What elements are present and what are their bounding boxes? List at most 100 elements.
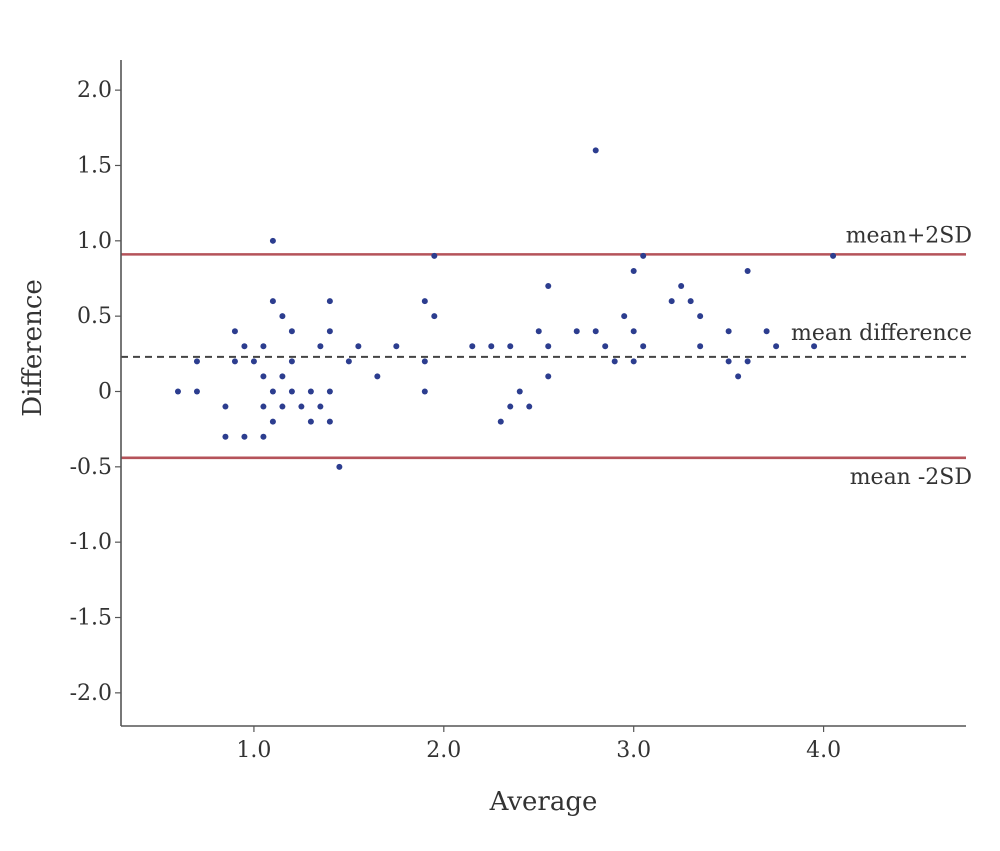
data-point (697, 343, 704, 350)
data-point (678, 283, 685, 290)
data-point (326, 328, 333, 335)
data-point (222, 403, 229, 410)
data-point (725, 328, 732, 335)
y-tick-label: -2.0 (70, 681, 112, 706)
data-point (621, 313, 628, 320)
data-point (241, 433, 248, 440)
data-point (269, 237, 276, 244)
data-point (374, 373, 381, 380)
data-point (193, 388, 200, 395)
data-point (288, 358, 295, 365)
data-point (326, 388, 333, 395)
data-point (345, 358, 352, 365)
data-point (640, 343, 647, 350)
data-point (269, 298, 276, 305)
data-point (545, 283, 552, 290)
x-tick-label: 2.0 (426, 738, 461, 763)
y-tick-label: -1.5 (70, 606, 112, 631)
data-point (431, 252, 438, 259)
data-point (744, 358, 751, 365)
data-point (573, 328, 580, 335)
axis-ticks (115, 89, 825, 732)
data-point (725, 358, 732, 365)
data-point (269, 388, 276, 395)
label-mean-difference: mean difference (791, 321, 972, 346)
y-tick-label: 2.0 (77, 78, 112, 103)
data-point (507, 403, 514, 410)
x-axis-title: Average (489, 787, 598, 817)
data-point (497, 418, 504, 425)
data-point (763, 328, 770, 335)
data-point (298, 403, 305, 410)
data-points (174, 147, 837, 470)
data-point (592, 328, 599, 335)
data-point (231, 328, 238, 335)
data-point (222, 433, 229, 440)
data-point (469, 343, 476, 350)
data-point (735, 373, 742, 380)
y-axis-title: Difference (18, 279, 48, 417)
reference-line-labels: mean+2SD mean difference mean -2SD (791, 223, 972, 489)
y-tick-label: -1.0 (70, 530, 112, 555)
data-point (602, 343, 609, 350)
data-point (250, 358, 257, 365)
y-tick-label: 0.5 (77, 304, 112, 329)
data-point (611, 358, 618, 365)
label-mean-2sd: mean+2SD (846, 223, 972, 248)
data-point (545, 373, 552, 380)
x-tick-label: 3.0 (616, 738, 651, 763)
data-point (193, 358, 200, 365)
data-point (288, 388, 295, 395)
data-point (773, 343, 780, 350)
data-point (260, 343, 267, 350)
data-point (241, 343, 248, 350)
data-point (535, 328, 542, 335)
data-point (488, 343, 495, 350)
data-point (336, 463, 343, 470)
data-point (830, 252, 837, 259)
data-point (516, 388, 523, 395)
data-point (687, 298, 694, 305)
data-point (326, 298, 333, 305)
data-point (269, 418, 276, 425)
data-point (307, 388, 314, 395)
x-tick-label: 4.0 (806, 738, 841, 763)
data-point (421, 388, 428, 395)
data-point (421, 358, 428, 365)
data-point (260, 433, 267, 440)
label-mean-2sd: mean -2SD (850, 465, 972, 490)
data-point (326, 418, 333, 425)
data-point (307, 418, 314, 425)
data-point (288, 328, 295, 335)
data-point (317, 343, 324, 350)
data-point (668, 298, 675, 305)
data-point (811, 343, 818, 350)
y-tick-label: 0 (98, 379, 112, 404)
data-point (279, 403, 286, 410)
data-point (260, 403, 267, 410)
y-tick-label: 1.0 (77, 229, 112, 254)
data-point (231, 358, 238, 365)
data-point (355, 343, 362, 350)
data-point (507, 343, 514, 350)
data-point (592, 147, 599, 154)
data-point (393, 343, 400, 350)
y-tick-label: 1.5 (77, 153, 112, 178)
data-point (526, 403, 533, 410)
data-point (431, 313, 438, 320)
data-point (630, 267, 637, 274)
tick-labels: 2.0 1.5 1.0 0.5 0 -0.5 -1.0 -1.5 -2.0 1.0 2.0 3.0 4.… (70, 78, 842, 763)
data-point (630, 358, 637, 365)
data-point (421, 298, 428, 305)
data-point (744, 267, 751, 274)
data-point (317, 403, 324, 410)
data-point (279, 373, 286, 380)
data-point (260, 373, 267, 380)
data-point (630, 328, 637, 335)
data-point (174, 388, 181, 395)
data-point (545, 343, 552, 350)
data-point (640, 252, 647, 259)
reference-lines (121, 253, 966, 460)
y-tick-label: -0.5 (70, 455, 112, 480)
